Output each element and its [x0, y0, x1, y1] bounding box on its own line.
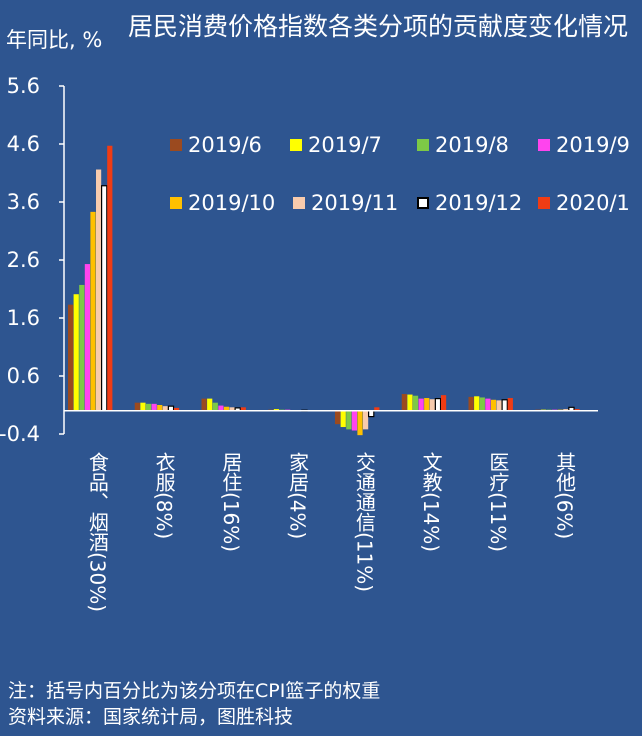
category-label: 家居(4%)	[285, 452, 310, 540]
legend-swatch	[170, 197, 182, 209]
y-tick-label: 0.6	[7, 364, 40, 388]
legend-label: 2019/7	[308, 133, 382, 157]
bar	[368, 410, 375, 418]
bar	[374, 407, 380, 411]
bar	[173, 407, 180, 411]
bar	[73, 294, 79, 411]
legend-label: 2019/12	[435, 191, 523, 215]
bar	[90, 211, 96, 411]
bar	[496, 400, 502, 411]
legend-item: 2019/12	[417, 191, 522, 215]
bar	[479, 397, 485, 411]
category-label: 医疗(11%)	[485, 452, 510, 553]
bar	[434, 398, 442, 412]
bar	[79, 284, 85, 411]
bar	[201, 398, 207, 411]
bar	[68, 304, 74, 411]
y-tick-label: 5.6	[7, 74, 40, 98]
bar	[357, 410, 363, 436]
legend-label: 2019/11	[311, 191, 399, 215]
legend-swatch	[293, 197, 305, 209]
footnotes: 注：括号内百分比为该分项在CPI篮子的权重 资料来源：国家统计局，图胜科技	[8, 678, 380, 730]
bar	[351, 410, 357, 431]
y-tick-label: 3.6	[7, 190, 40, 214]
bar	[563, 409, 569, 411]
category-label: 居住(16%)	[218, 452, 243, 553]
bar	[440, 395, 447, 411]
bar	[335, 410, 341, 425]
bar	[151, 403, 157, 411]
legend-item: 2019/7	[290, 133, 382, 157]
bar	[207, 398, 213, 411]
bar	[501, 399, 508, 412]
legend-item: 2019/6	[170, 133, 262, 157]
bar	[418, 398, 424, 411]
bar	[218, 405, 224, 411]
source-note: 资料来源：国家统计局，图胜科技	[8, 706, 294, 728]
category-label: 其他(6%)	[552, 452, 577, 540]
category-label: 衣服(8%)	[152, 452, 177, 540]
weight-note: 注：括号内百分比为该分项在CPI篮子的权重	[8, 680, 381, 702]
legend-swatch	[290, 139, 302, 151]
category-label: 交通通信(11%)	[352, 452, 377, 593]
bar	[340, 410, 346, 428]
legend-item: 2019/9	[538, 133, 630, 157]
bar	[485, 398, 491, 411]
legend-swatch	[170, 139, 182, 151]
bar	[429, 399, 435, 411]
legend-item: 2020/1	[538, 191, 630, 215]
bar	[412, 395, 419, 411]
bar	[107, 145, 113, 411]
bar	[574, 409, 580, 411]
bar	[424, 398, 430, 411]
bar	[363, 410, 369, 430]
legend-item: 2019/10	[170, 191, 275, 215]
y-tick-label: 1.6	[7, 306, 40, 330]
legend-label: 2019/9	[556, 133, 630, 157]
chart-title: 居民消费价格指数各类分项的贡献度变化情况	[128, 12, 629, 41]
legend-swatch	[538, 197, 550, 209]
bar	[401, 393, 407, 411]
bar	[229, 407, 235, 411]
bar	[507, 398, 513, 411]
bar	[212, 402, 218, 411]
category-label: 文教(14%)	[419, 452, 444, 553]
legend-label: 2019/10	[188, 191, 276, 215]
legend-item: 2019/11	[293, 191, 398, 215]
bar	[162, 406, 168, 411]
legend-label: 2019/8	[435, 133, 509, 157]
y-axis-label: 年同比, %	[6, 28, 103, 52]
bar	[223, 406, 230, 411]
bar	[84, 264, 90, 411]
category-label: 食品、烟酒(30%)	[85, 452, 110, 613]
bar	[240, 407, 246, 411]
y-tick-label: 4.6	[7, 132, 40, 156]
bar	[407, 394, 413, 411]
bar	[96, 169, 102, 411]
bar	[134, 402, 140, 411]
y-tick-label: 2.6	[7, 248, 40, 272]
bar	[346, 410, 352, 430]
bar	[468, 396, 474, 411]
bar	[100, 185, 108, 412]
bar	[145, 403, 152, 411]
bar	[157, 405, 163, 411]
legend-swatch	[417, 197, 429, 209]
y-tick-label: -0.4	[0, 422, 40, 446]
legend-swatch	[538, 139, 550, 151]
bar	[140, 402, 146, 411]
legend-label: 2020/1	[556, 191, 630, 215]
bar	[273, 409, 280, 411]
bar	[474, 396, 480, 411]
legend-swatch	[417, 139, 429, 151]
legend-item: 2019/8	[417, 133, 509, 157]
bar	[490, 399, 497, 411]
legend-label: 2019/6	[188, 133, 262, 157]
